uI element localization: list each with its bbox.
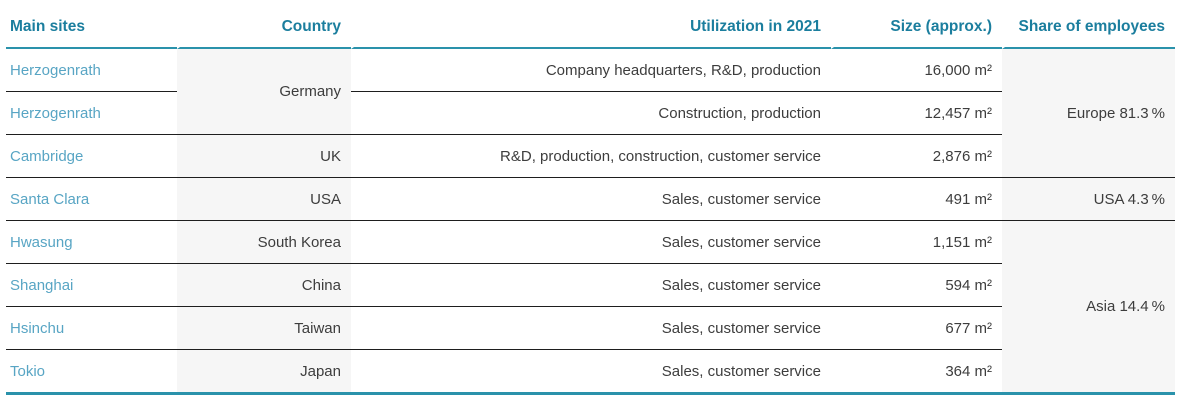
size-cell: 16,000 m² (831, 49, 1002, 92)
country-cell: South Korea (177, 221, 351, 264)
utilization-cell: Sales, customer service (351, 178, 831, 221)
country-cell: Taiwan (177, 307, 351, 350)
site-name-cell: Hsinchu (6, 307, 177, 350)
site-name-cell: Santa Clara (6, 178, 177, 221)
share-cell: Asia 14.4 % (1002, 221, 1175, 392)
country-cell: USA (177, 178, 351, 221)
country-cell: Germany (177, 49, 351, 135)
table-row: Shanghai China Sales, customer service 594 … (6, 264, 1175, 307)
main-sites-table: Main sites Country Utilization in 2021 S… (6, 0, 1175, 395)
table-row: Herzogenrath Germany Company headquarters,… (6, 49, 1175, 178)
country-cell: China (177, 264, 351, 307)
site-name-cell: Cambridge (6, 135, 177, 178)
column-header-country: Country (177, 0, 351, 49)
header-row: Main sites Country Utilization in 2021 S… (6, 0, 1175, 49)
site-name-cell: Tokio (6, 350, 177, 392)
site-name-cell: Herzogenrath (6, 92, 177, 135)
size-cell: 2,876 m² (831, 135, 1002, 178)
table-row: Hwasung South Korea Sales, customer servic… (6, 221, 1175, 392)
table-row: Herzogenrath Construction, production 12,4… (6, 92, 1175, 135)
table-row: Tokio Japan Sales, customer service 364 m² (6, 350, 1175, 392)
site-name-cell: Hwasung (6, 221, 177, 264)
table-row: Cambridge UK R&D, production, construction… (6, 135, 1175, 178)
share-cell: USA 4.3 % (1002, 178, 1175, 221)
utilization-cell: Company headquarters, R&D, production (351, 49, 831, 92)
table-row: Santa Clara USA Sales, customer service 491… (6, 178, 1175, 221)
column-header-utilization-2021: Utilization in 2021 (351, 0, 831, 49)
table-row: Hsinchu Taiwan Sales, customer service 677 … (6, 307, 1175, 350)
utilization-cell: Sales, customer service (351, 307, 831, 350)
site-name-cell: Shanghai (6, 264, 177, 307)
site-name-cell: Herzogenrath (6, 49, 177, 92)
column-header-share-of-employees: Share of employees (1002, 0, 1175, 49)
utilization-cell: R&D, production, construction, customer … (351, 135, 831, 178)
column-header-size-approx: Size (approx.) (831, 0, 1002, 49)
size-cell: 1,151 m² (831, 221, 1002, 264)
country-cell: UK (177, 135, 351, 178)
size-cell: 594 m² (831, 264, 1002, 307)
size-cell: 491 m² (831, 178, 1002, 221)
utilization-cell: Sales, customer service (351, 264, 831, 307)
size-cell: 677 m² (831, 307, 1002, 350)
share-cell: Europe 81.3 % (1002, 49, 1175, 178)
size-cell: 12,457 m² (831, 92, 1002, 135)
utilization-cell: Sales, customer service (351, 221, 831, 264)
utilization-cell: Construction, production (351, 92, 831, 135)
column-header-main-sites: Main sites (6, 0, 177, 49)
size-cell: 364 m² (831, 350, 1002, 392)
country-cell: Japan (177, 350, 351, 392)
utilization-cell: Sales, customer service (351, 350, 831, 392)
